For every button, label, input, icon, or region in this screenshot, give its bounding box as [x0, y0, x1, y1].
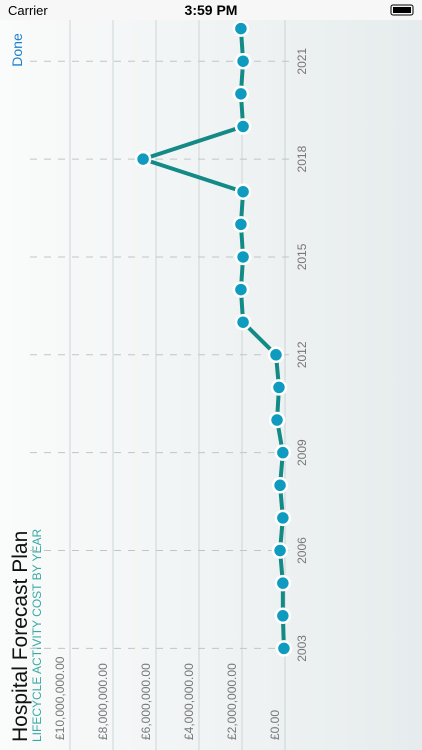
y-tick-label: £8,000,000.00	[96, 663, 110, 740]
data-point	[134, 150, 152, 168]
data-point	[234, 52, 252, 70]
y-tick-label: £2,000,000.00	[225, 663, 239, 740]
x-tick-label: 2021	[295, 48, 309, 75]
x-tick-label: 2012	[295, 341, 309, 368]
y-tick-label: £6,000,000.00	[139, 663, 153, 740]
y-tick-label: £10,000,000.00	[53, 656, 67, 740]
data-point	[232, 85, 250, 103]
data-point	[270, 379, 288, 396]
chart-subtitle: LIFECYCLE ACTIVITY COST BY YEAR	[30, 528, 44, 742]
data-point	[271, 542, 289, 559]
data-point	[232, 20, 250, 37]
data-point	[234, 313, 252, 331]
x-tick-label: 2009	[295, 439, 309, 466]
chart-title: Hospital Forecast Plan	[9, 531, 32, 742]
data-point	[274, 509, 292, 527]
data-point	[234, 183, 252, 200]
y-tick-label: £0.00	[268, 710, 282, 740]
done-button[interactable]: Done	[9, 33, 25, 67]
y-tick-label: £4,000,000.00	[182, 663, 196, 740]
data-point	[267, 346, 285, 364]
data-point	[268, 411, 286, 429]
status-bar	[0, 0, 422, 20]
x-tick-label: 2015	[295, 243, 309, 270]
carrier: Carrier	[8, 3, 48, 18]
data-point	[271, 477, 289, 494]
x-tick-label: 2003	[295, 635, 309, 662]
x-tick-label: 2006	[295, 537, 309, 564]
battery	[390, 4, 414, 16]
data-point	[274, 444, 292, 461]
data-point	[274, 607, 292, 625]
data-point	[274, 574, 292, 592]
data-point	[232, 281, 250, 298]
x-tick-label: 2018	[295, 145, 309, 172]
data-point	[234, 118, 252, 135]
battery-level	[393, 7, 411, 13]
data-point	[275, 640, 293, 657]
time: 3:59 PM	[185, 2, 238, 18]
data-point	[234, 248, 252, 266]
data-point	[232, 216, 250, 233]
